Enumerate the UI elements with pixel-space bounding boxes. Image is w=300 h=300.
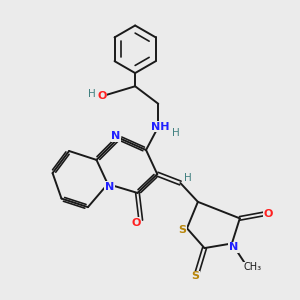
Text: O: O [98,91,107,101]
Text: N: N [229,242,238,252]
Text: S: S [178,225,186,235]
Text: H: H [184,173,191,183]
Text: N: N [111,131,121,141]
Text: H: H [88,88,95,98]
Text: CH₃: CH₃ [243,262,261,272]
Text: NH: NH [151,122,169,132]
Text: O: O [131,218,140,228]
Text: N: N [105,182,114,192]
Text: O: O [263,209,273,219]
Text: S: S [191,272,199,281]
Text: H: H [172,128,179,138]
